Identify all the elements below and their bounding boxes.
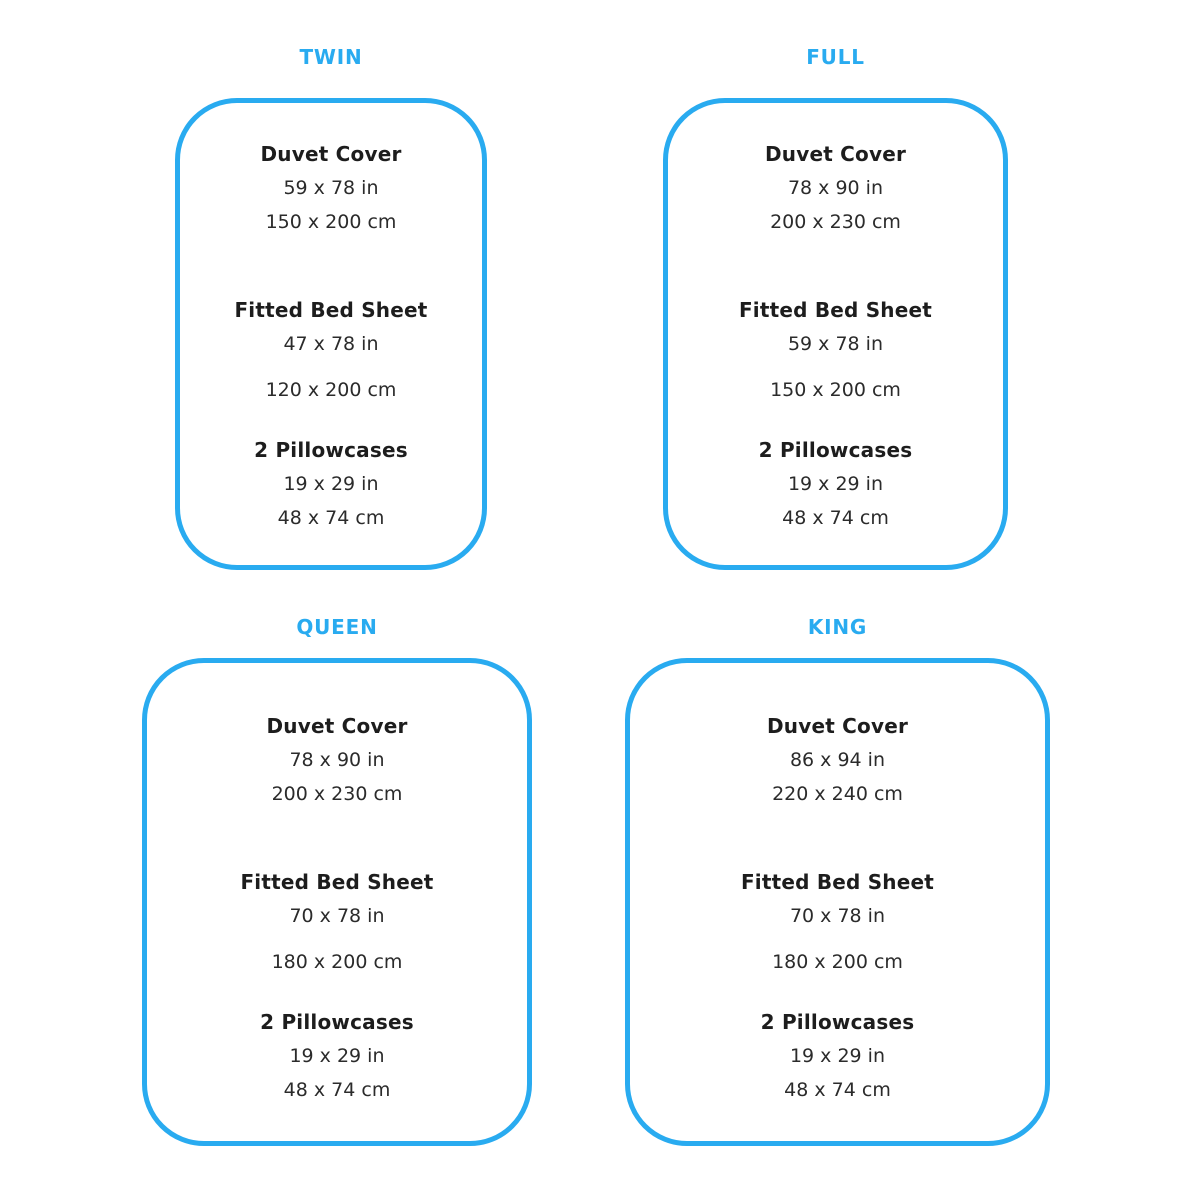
size-title-queen: QUEEN (296, 615, 378, 639)
size-panel-twin: TWIN Duvet Cover 59 x 78 in 150 x 200 cm… (175, 44, 487, 570)
spec-name: Duvet Cover (766, 714, 909, 738)
spec-cm: 48 x 74 cm (283, 1079, 391, 1101)
spec-inches: 78 x 90 in (289, 749, 385, 771)
spec-cm: 120 x 200 cm (265, 379, 397, 401)
spec-group-duvet: Duvet Cover 78 x 90 in 200 x 230 cm (668, 137, 1003, 239)
spec-inches: 47 x 78 in (283, 333, 379, 355)
size-title-full: FULL (806, 45, 865, 69)
spec-cm: 48 x 74 cm (782, 507, 889, 529)
spec-cm: 200 x 230 cm (770, 211, 901, 233)
bed-outline-twin: Duvet Cover 59 x 78 in 150 x 200 cm Fitt… (175, 98, 487, 570)
spec-group-pillowcases: 2 Pillowcases 19 x 29 in 48 x 74 cm (147, 1005, 527, 1107)
spec-group-duvet: Duvet Cover 59 x 78 in 150 x 200 cm (180, 137, 482, 239)
spec-inches: 19 x 29 in (789, 1045, 886, 1067)
spec-group-fitted-sheet: Fitted Bed Sheet 47 x 78 in 120 x 200 cm (180, 293, 482, 407)
spec-group-fitted-sheet: Fitted Bed Sheet 70 x 78 in 180 x 200 cm (630, 865, 1045, 979)
size-panel-queen: QUEEN Duvet Cover 78 x 90 in 200 x 230 c… (142, 614, 532, 1146)
spec-group-pillowcases: 2 Pillowcases 19 x 29 in 48 x 74 cm (630, 1005, 1045, 1107)
bed-outline-full: Duvet Cover 78 x 90 in 200 x 230 cm Fitt… (663, 98, 1008, 570)
spec-inches: 19 x 29 in (289, 1045, 385, 1067)
spec-group-pillowcases: 2 Pillowcases 19 x 29 in 48 x 74 cm (668, 433, 1003, 535)
spec-name: Duvet Cover (260, 142, 402, 166)
spec-cm: 180 x 200 cm (271, 951, 403, 973)
size-title-king: KING (807, 615, 868, 639)
spec-cm: 48 x 74 cm (277, 507, 385, 529)
spec-name: Duvet Cover (764, 142, 907, 166)
spec-cm: 150 x 200 cm (265, 211, 397, 233)
spec-group-duvet: Duvet Cover 78 x 90 in 200 x 230 cm (147, 709, 527, 811)
spec-group-duvet: Duvet Cover 86 x 94 in 220 x 240 cm (630, 709, 1045, 811)
spec-inches: 70 x 78 in (289, 905, 385, 927)
spec-cm: 48 x 74 cm (784, 1079, 891, 1101)
spec-name: 2 Pillowcases (758, 438, 913, 462)
spec-inches: 70 x 78 in (789, 905, 886, 927)
spec-group-fitted-sheet: Fitted Bed Sheet 59 x 78 in 150 x 200 cm (668, 293, 1003, 407)
spec-cm: 220 x 240 cm (772, 783, 903, 805)
spec-name: Fitted Bed Sheet (740, 870, 935, 894)
spec-name: 2 Pillowcases (760, 1010, 915, 1034)
spec-name: 2 Pillowcases (254, 438, 408, 462)
size-panel-full: FULL Duvet Cover 78 x 90 in 200 x 230 cm… (663, 44, 1008, 570)
spec-name: 2 Pillowcases (260, 1010, 414, 1034)
bed-outline-queen: Duvet Cover 78 x 90 in 200 x 230 cm Fitt… (142, 658, 532, 1146)
size-panel-king: KING Duvet Cover 86 x 94 in 220 x 240 cm… (625, 614, 1050, 1146)
spec-inches: 86 x 94 in (789, 749, 886, 771)
bed-outline-king: Duvet Cover 86 x 94 in 220 x 240 cm Fitt… (625, 658, 1050, 1146)
spec-cm: 150 x 200 cm (770, 379, 901, 401)
spec-name: Fitted Bed Sheet (738, 298, 933, 322)
spec-inches: 19 x 29 in (787, 473, 884, 495)
spec-name: Duvet Cover (266, 714, 408, 738)
spec-cm: 180 x 200 cm (772, 951, 903, 973)
spec-group-pillowcases: 2 Pillowcases 19 x 29 in 48 x 74 cm (180, 433, 482, 535)
spec-inches: 78 x 90 in (787, 177, 884, 199)
spec-inches: 19 x 29 in (283, 473, 379, 495)
size-title-twin: TWIN (299, 45, 363, 69)
spec-name: Fitted Bed Sheet (240, 870, 434, 894)
spec-inches: 59 x 78 in (283, 177, 379, 199)
spec-cm: 200 x 230 cm (271, 783, 403, 805)
spec-inches: 59 x 78 in (787, 333, 884, 355)
spec-name: Fitted Bed Sheet (234, 298, 428, 322)
spec-group-fitted-sheet: Fitted Bed Sheet 70 x 78 in 180 x 200 cm (147, 865, 527, 979)
